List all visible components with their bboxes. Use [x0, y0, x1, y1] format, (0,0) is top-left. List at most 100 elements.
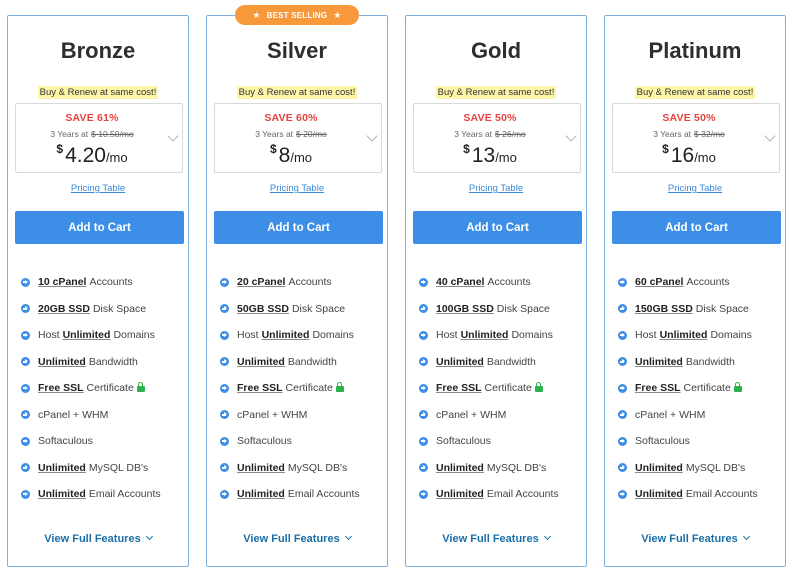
feature-highlight: Unlimited	[460, 329, 509, 342]
arrow-circle-icon	[21, 489, 30, 499]
feature-item: Unlimited Bandwidth	[220, 349, 360, 376]
feature-highlight: Unlimited	[237, 355, 285, 368]
feature-item: Unlimited MySQL DB's	[419, 455, 559, 482]
old-price: $ 26/mo	[495, 129, 526, 139]
term-line: 3 Years at $ 26/mo	[414, 129, 566, 139]
feature-list: 20 cPanel Accounts 50GB SSD Disk Space Host U…	[220, 269, 360, 508]
arrow-circle-icon	[21, 410, 30, 420]
feature-item: Host Unlimited Domains	[618, 322, 758, 349]
feature-text: Email Accounts	[685, 488, 758, 501]
promo-banner: Buy & Renew at same cost!	[406, 82, 586, 100]
price: $13/mo	[414, 142, 566, 168]
feature-highlight: 150GB SSD	[635, 302, 693, 315]
view-full-features-link[interactable]: View Full Features	[8, 532, 188, 545]
lock-icon	[534, 382, 543, 393]
feature-item: Softaculous	[419, 428, 559, 455]
pricing-table-link[interactable]: Pricing Table	[667, 183, 723, 194]
chevron-down-icon[interactable]	[167, 130, 179, 142]
chevron-down-icon[interactable]	[764, 130, 776, 142]
arrow-circle-icon	[618, 383, 627, 393]
feature-text: Bandwidth	[88, 355, 138, 368]
feature-highlight: Unlimited	[436, 461, 484, 474]
feature-item: Unlimited Email Accounts	[220, 481, 360, 508]
lock-icon	[733, 382, 742, 393]
feature-highlight: Unlimited	[659, 329, 708, 342]
price-amount: 4.20	[65, 144, 106, 167]
arrow-circle-icon	[220, 357, 229, 367]
plan-name: Silver	[267, 38, 327, 63]
feature-prefix: Host	[635, 329, 657, 342]
feature-item: Unlimited Bandwidth	[618, 349, 758, 376]
chevron-down-icon[interactable]	[565, 130, 577, 142]
pricing-table-link[interactable]: Pricing Table	[269, 183, 325, 194]
promo-banner: Buy & Renew at same cost!	[605, 82, 785, 100]
feature-highlight: Unlimited	[237, 488, 285, 501]
feature-highlight: Unlimited	[38, 355, 86, 368]
feature-text: Certificate	[86, 382, 134, 395]
feature-item: Host Unlimited Domains	[220, 322, 360, 349]
arrow-circle-icon	[419, 463, 428, 473]
plan-card-bronze: Bronze Buy & Renew at same cost! SAVE 61…	[7, 15, 189, 567]
term-label: 3 Years at	[50, 129, 89, 139]
arrow-circle-icon	[21, 330, 30, 340]
feature-item: 20 cPanel Accounts	[220, 269, 360, 296]
arrow-circle-icon	[220, 463, 229, 473]
feature-item: Host Unlimited Domains	[21, 322, 161, 349]
feature-text: Softaculous	[635, 435, 690, 448]
feature-item: Softaculous	[220, 428, 360, 455]
feature-item: cPanel + WHM	[419, 402, 559, 429]
pricing-table-link[interactable]: Pricing Table	[70, 183, 126, 194]
feature-highlight: Unlimited	[635, 461, 683, 474]
promo-text: Buy & Renew at same cost!	[37, 86, 159, 99]
price-term-select[interactable]: SAVE 50% 3 Years at $ 32/mo $16/mo	[612, 103, 780, 173]
feature-text: Email Accounts	[287, 488, 360, 501]
add-to-cart-button[interactable]: Add to Cart	[214, 211, 383, 244]
promo-text: Buy & Renew at same cost!	[634, 86, 756, 99]
feature-text: cPanel + WHM	[635, 408, 706, 421]
add-to-cart-button[interactable]: Add to Cart	[413, 211, 582, 244]
feature-text: Softaculous	[436, 435, 491, 448]
add-to-cart-button[interactable]: Add to Cart	[612, 211, 781, 244]
add-to-cart-button[interactable]: Add to Cart	[15, 211, 184, 244]
promo-text: Buy & Renew at same cost!	[435, 86, 557, 99]
plan-name: Gold	[470, 38, 522, 63]
view-full-features-link[interactable]: View Full Features	[406, 532, 586, 545]
feature-text: Accounts	[288, 276, 332, 289]
feature-item: cPanel + WHM	[220, 402, 360, 429]
feature-text: cPanel + WHM	[436, 408, 507, 421]
feature-highlight: Unlimited	[436, 355, 484, 368]
price-period: /mo	[495, 150, 517, 165]
feature-item: 10 cPanel Accounts	[21, 269, 161, 296]
arrow-circle-icon	[618, 489, 627, 499]
feature-text: Accounts	[89, 276, 133, 289]
price-period: /mo	[290, 150, 313, 165]
feature-list: 40 cPanel Accounts 100GB SSD Disk Space Host…	[419, 269, 559, 508]
feature-text: Email Accounts	[486, 488, 559, 501]
feature-highlight: 50GB SSD	[237, 302, 289, 315]
feature-item: Unlimited Email Accounts	[21, 481, 161, 508]
feature-highlight: Free SSL	[635, 382, 681, 395]
feature-text: Disk Space	[695, 302, 749, 315]
view-full-features-link[interactable]: View Full Features	[207, 532, 387, 545]
price-term-select[interactable]: SAVE 60% 3 Years at $ 20/mo $8/mo	[214, 103, 382, 173]
chevron-down-icon[interactable]	[366, 130, 378, 142]
lock-icon	[136, 382, 145, 393]
pricing-table-link[interactable]: Pricing Table	[468, 183, 524, 194]
feature-text: MySQL DB's	[486, 461, 547, 474]
view-full-features-link[interactable]: View Full Features	[605, 532, 785, 545]
feature-item: Free SSL Certificate	[21, 375, 161, 402]
price-term-select[interactable]: SAVE 61% 3 Years at $ 10.50/mo $4.20/mo	[15, 103, 183, 173]
feature-highlight: Unlimited	[436, 488, 484, 501]
feature-highlight: 100GB SSD	[436, 302, 494, 315]
feature-highlight: Unlimited	[237, 461, 285, 474]
price-amount: 16	[670, 144, 695, 167]
lock-icon	[335, 382, 344, 393]
feature-item: Unlimited MySQL DB's	[21, 455, 161, 482]
feature-item: 20GB SSD Disk Space	[21, 296, 161, 323]
arrow-circle-icon	[21, 277, 30, 287]
currency-symbol: $	[269, 142, 277, 156]
promo-banner: Buy & Renew at same cost!	[8, 82, 188, 100]
price-term-select[interactable]: SAVE 50% 3 Years at $ 26/mo $13/mo	[413, 103, 581, 173]
arrow-circle-icon	[220, 383, 229, 393]
